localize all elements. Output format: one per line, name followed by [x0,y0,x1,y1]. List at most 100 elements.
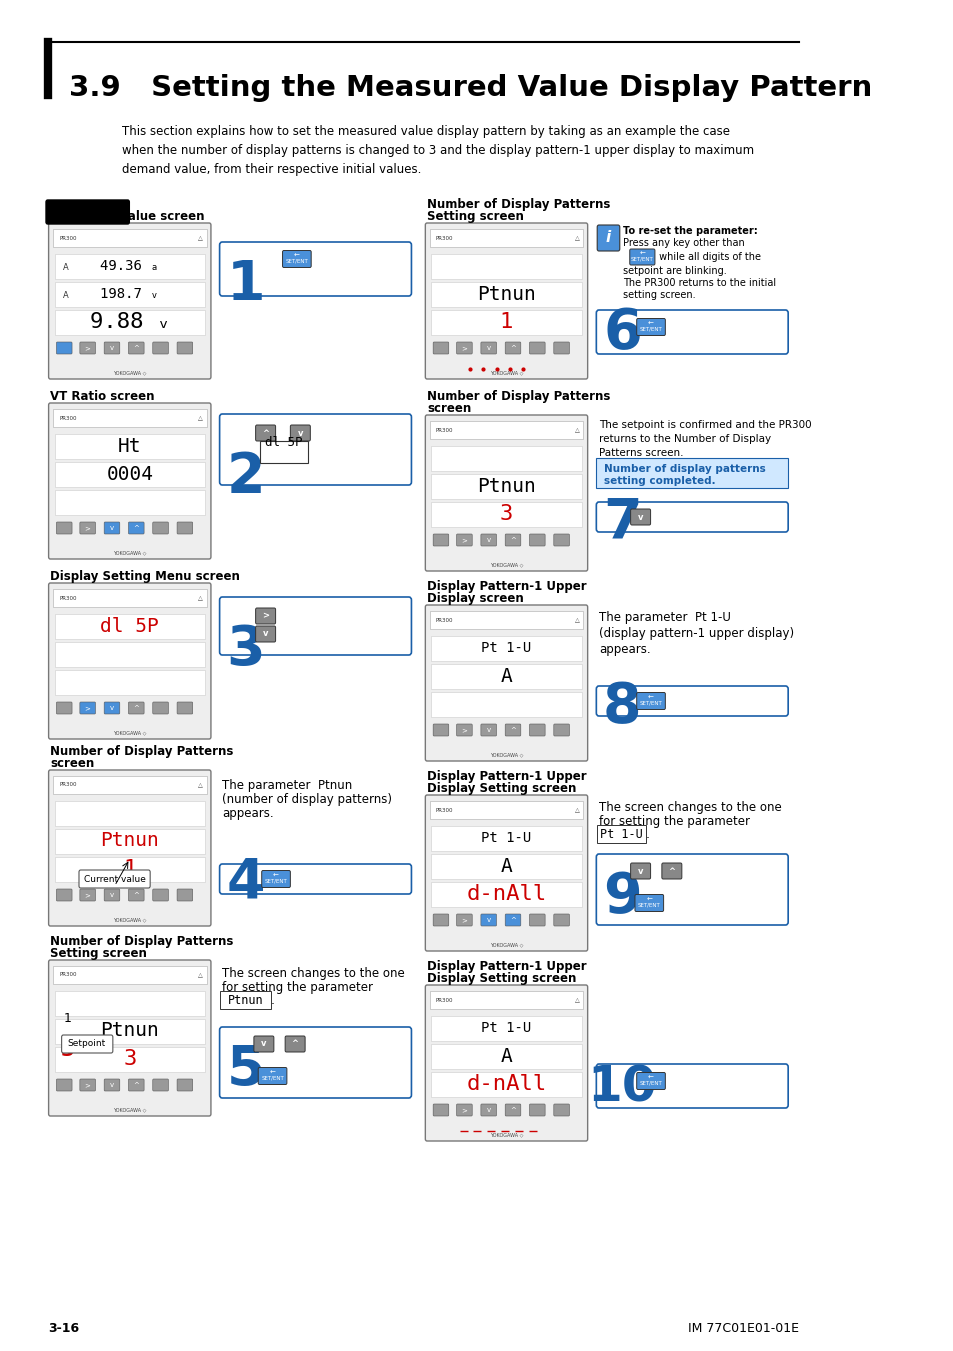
Text: YOKOGAWA ◇: YOKOGAWA ◇ [489,370,522,376]
Text: v: v [263,630,268,639]
Text: 198.7 ᵥ: 198.7 ᵥ [100,286,159,301]
Bar [431,474,581,499]
Text: >: > [85,705,91,711]
Bar [54,992,205,1016]
FancyBboxPatch shape [505,342,520,354]
Text: ^: ^ [510,1106,516,1113]
Text: 8: 8 [602,680,641,734]
FancyBboxPatch shape [456,724,472,736]
Text: PR300: PR300 [59,973,76,978]
Text: for setting the parameter: for setting the parameter [598,815,749,828]
FancyBboxPatch shape [152,521,169,534]
Text: or: or [650,865,666,878]
FancyBboxPatch shape [596,854,787,925]
Text: PR300: PR300 [59,596,76,600]
Bar [431,446,581,471]
Text: ←: ← [294,253,299,259]
Text: △: △ [198,235,203,240]
FancyBboxPatch shape [425,985,587,1142]
Text: 9.88 ᵥ: 9.88 ᵥ [90,312,170,332]
FancyBboxPatch shape [104,521,120,534]
Text: The PR300 returns to the initial: The PR300 returns to the initial [622,278,776,288]
Text: for setting the parameter: for setting the parameter [222,981,373,994]
Text: Press: Press [229,1070,260,1082]
FancyBboxPatch shape [79,870,150,888]
FancyBboxPatch shape [104,342,120,354]
Text: appears.: appears. [222,808,274,820]
FancyBboxPatch shape [433,534,448,546]
FancyBboxPatch shape [433,915,448,925]
Text: Setting screen: Setting screen [51,947,147,961]
Text: YOKOGAWA ◇: YOKOGAWA ◇ [113,731,147,735]
FancyBboxPatch shape [529,1104,544,1116]
FancyBboxPatch shape [177,703,193,713]
FancyBboxPatch shape [456,342,472,354]
Text: Patterns screen.: Patterns screen. [598,449,682,458]
Text: once while: once while [666,320,733,334]
Text: Measured Value screen: Measured Value screen [51,209,205,223]
Bar [431,882,581,907]
Text: △: △ [198,973,203,978]
FancyBboxPatch shape [433,1104,448,1116]
FancyBboxPatch shape [425,605,587,761]
FancyBboxPatch shape [80,703,95,713]
FancyBboxPatch shape [456,915,472,925]
Text: Press: Press [605,511,637,523]
Text: Using: Using [605,865,639,878]
Text: Pt 1-U: Pt 1-U [599,828,642,840]
Bar [429,801,582,819]
Text: Setpoint: Setpoint [68,1039,106,1048]
FancyBboxPatch shape [56,889,72,901]
Text: once while: once while [666,1074,733,1088]
FancyBboxPatch shape [554,724,569,736]
Text: ^: ^ [133,526,139,531]
FancyBboxPatch shape [505,534,520,546]
Text: △: △ [575,235,579,240]
Text: SET/ENT: SET/ENT [638,902,660,908]
FancyBboxPatch shape [596,458,787,488]
Text: v: v [638,866,642,875]
Text: appears.: appears. [598,643,650,655]
Bar [431,663,581,689]
Text: ←: ← [639,251,644,257]
Text: PR300: PR300 [436,997,453,1002]
Text: .: . [308,444,315,458]
Bar [429,992,582,1009]
Text: v: v [110,892,114,898]
Text: Ht: Ht [118,436,141,455]
Text: 3.9   Setting the Measured Value Display Pattern: 3.9 Setting the Measured Value Display P… [70,74,872,101]
Text: >: > [85,892,91,898]
Bar [429,422,582,439]
FancyBboxPatch shape [529,342,544,354]
FancyBboxPatch shape [630,863,650,880]
Text: Number of Display Patterns: Number of Display Patterns [51,744,233,758]
Text: v: v [261,1039,266,1048]
FancyBboxPatch shape [554,1104,569,1116]
FancyBboxPatch shape [597,825,645,843]
FancyBboxPatch shape [554,915,569,925]
Text: dl 5P: dl 5P [100,616,159,635]
FancyBboxPatch shape [177,342,193,354]
FancyBboxPatch shape [49,223,211,380]
Text: (display pattern-1 upper display): (display pattern-1 upper display) [598,627,793,639]
FancyBboxPatch shape [177,1079,193,1092]
FancyBboxPatch shape [433,342,448,354]
FancyBboxPatch shape [80,521,95,534]
Text: least 3 seconds.: least 3 seconds. [229,270,324,284]
Text: >: > [85,1082,91,1088]
Text: Using: Using [229,1038,262,1051]
FancyBboxPatch shape [554,342,569,354]
FancyBboxPatch shape [129,342,144,354]
Text: v: v [297,428,303,438]
FancyBboxPatch shape [636,319,664,335]
Text: A: A [63,262,69,272]
Text: Press: Press [229,627,260,640]
Text: blink the setpoint.: blink the setpoint. [229,1084,336,1097]
Text: show: show [229,444,259,458]
Text: ←: ← [646,897,652,902]
Text: >: > [461,536,467,543]
FancyBboxPatch shape [177,889,193,901]
Text: Ptnun: Ptnun [228,993,263,1006]
Text: YOKOGAWA ◇: YOKOGAWA ◇ [489,1132,522,1138]
FancyBboxPatch shape [219,597,411,655]
